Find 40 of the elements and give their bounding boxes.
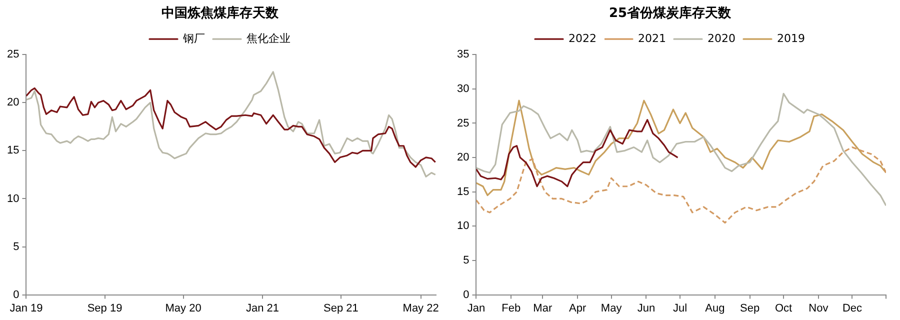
chart-title: 25省份煤炭库存天数: [608, 5, 732, 22]
x-tick-label: Feb: [502, 302, 521, 314]
y-tick-label: 25: [6, 48, 20, 61]
x-tick-label: Sep: [740, 302, 760, 314]
legend-label: 焦化企业: [246, 32, 290, 45]
y-tick-label: 10: [6, 192, 20, 205]
y-tick-label: 30: [456, 82, 470, 95]
x-tick-label: Jan 21: [246, 302, 279, 314]
y-tick-label: 15: [456, 186, 470, 198]
legend-label: 钢厂: [182, 32, 205, 45]
y-tick-label: 20: [6, 96, 20, 109]
y-tick-label: 10: [456, 220, 470, 232]
x-tick-label: May: [600, 302, 622, 314]
x-tick-label: Oct: [774, 302, 792, 314]
x-tick-label: Jul: [672, 302, 688, 314]
x-tick-label: Apr: [568, 302, 586, 314]
y-tick-label: 5: [13, 240, 20, 253]
x-tick-label: Aug: [705, 302, 725, 314]
legend-label: 2021: [638, 32, 666, 45]
x-tick-label: Mar: [533, 302, 552, 314]
x-tick-label: Dec: [842, 302, 863, 314]
x-tick-label: Jun: [637, 302, 656, 314]
legend-label: 2020: [708, 32, 736, 45]
y-tick-label: 0: [463, 288, 470, 301]
y-tick-label: 15: [6, 144, 20, 157]
x-tick-label: Jan: [467, 302, 486, 314]
x-tick-label: Nov: [808, 302, 829, 314]
y-tick-label: 5: [463, 254, 470, 267]
x-tick-label: Sep 19: [87, 302, 122, 314]
x-tick-label: Jan 19: [10, 302, 43, 314]
chart-title: 中国炼焦煤库存天数: [162, 5, 280, 22]
y-tick-label: 25: [456, 117, 470, 130]
y-tick-label: 0: [13, 288, 20, 301]
x-tick-label: May 22: [402, 302, 439, 314]
y-tick-label: 35: [456, 48, 470, 61]
x-tick-label: May 20: [165, 302, 202, 314]
y-tick-label: 20: [456, 152, 470, 164]
x-tick-label: Sep 21: [324, 302, 358, 314]
legend-label: 2019: [776, 32, 805, 45]
legend-label: 2022: [568, 32, 597, 45]
